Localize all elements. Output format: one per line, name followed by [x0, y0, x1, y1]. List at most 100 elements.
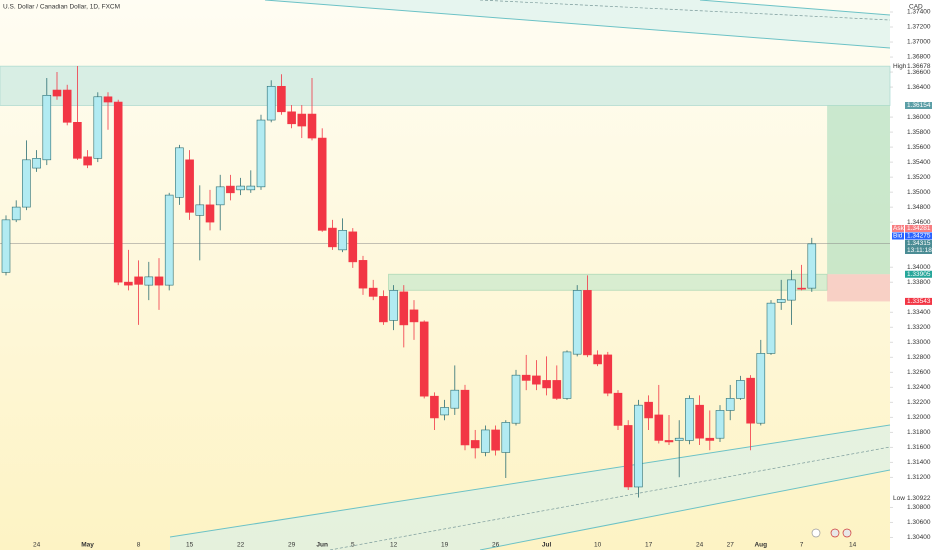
y-tick-label: 1.30600 — [907, 519, 931, 526]
candle-body — [562, 351, 572, 399]
price-label-box — [905, 239, 932, 254]
price-label-box — [905, 232, 932, 240]
candle-body — [634, 404, 643, 488]
y-tick-label: 1.35600 — [907, 144, 931, 151]
y-tick-label: 1.34000 — [907, 264, 931, 271]
upper-channel — [264, 0, 891, 49]
price-label-box — [905, 270, 932, 278]
candle-body — [705, 437, 715, 441]
y-tick-label: 1.33000 — [907, 339, 931, 346]
candle-body — [501, 422, 511, 453]
candle-body — [175, 147, 184, 198]
price-tag: High — [893, 63, 907, 70]
price-label: 1.34315 — [907, 240, 931, 247]
candle-body — [685, 398, 694, 441]
candle-body — [52, 89, 62, 97]
candle-body — [205, 204, 215, 223]
candle-body — [93, 96, 103, 159]
stop-area — [827, 274, 890, 302]
candle-body — [22, 159, 31, 208]
x-tick-label: 24 — [33, 542, 41, 549]
candle-body — [766, 302, 776, 354]
candle-body — [368, 287, 378, 297]
candle-body — [491, 429, 500, 451]
price-label: 1.34281 — [907, 225, 931, 232]
candle-body — [725, 398, 735, 411]
candle-body — [583, 290, 592, 356]
y-tick-label: 1.35200 — [907, 174, 931, 181]
candle-body — [246, 185, 256, 191]
candle-body — [195, 204, 205, 216]
candle-body — [1, 219, 11, 273]
candle-body — [613, 392, 623, 426]
y-tick-label: 1.32400 — [907, 384, 931, 391]
x-tick-label: Jun — [316, 542, 328, 549]
x-tick-label: 12 — [390, 542, 398, 549]
candle-body — [419, 321, 429, 397]
candle-body — [73, 122, 82, 159]
candle-body — [11, 206, 21, 221]
x-tick-label: 27 — [727, 542, 735, 549]
y-tick-label: 1.35400 — [907, 159, 931, 166]
price-tag-box — [892, 224, 904, 232]
y-tick-label: 1.33800 — [907, 279, 931, 286]
y-tick-label: 1.37400 — [907, 9, 931, 16]
price-tag: Low — [893, 495, 905, 502]
candle-body — [787, 279, 796, 301]
candle-body — [358, 260, 368, 289]
x-tick-label: Jul — [542, 542, 552, 549]
bottom-icons[interactable] — [811, 528, 852, 538]
candle-body — [623, 425, 633, 488]
chart-title: U.S. Dollar / Canadian Dollar, 1D, FXCM — [3, 4, 120, 11]
candle-body — [42, 94, 52, 161]
candle-body — [430, 395, 439, 419]
x-tick-label: 29 — [288, 542, 296, 549]
candle-body — [134, 276, 143, 285]
y-tick-label: 1.34800 — [907, 204, 931, 211]
candle-body — [266, 85, 276, 121]
x-tick-label: 8 — [137, 542, 141, 549]
x-tick-label: 17 — [645, 542, 653, 549]
y-tick-label: 1.33200 — [907, 324, 931, 331]
y-tick-label: 1.31200 — [907, 474, 931, 481]
price-label-box — [905, 62, 932, 70]
candle-body — [664, 440, 674, 443]
x-tick-label: 24 — [696, 542, 704, 549]
candle-body — [481, 429, 490, 453]
candle-body — [511, 374, 521, 424]
y-tick-label: 1.37200 — [907, 24, 931, 31]
candle-body — [338, 230, 347, 251]
y-tick-label: 1.33400 — [907, 309, 931, 316]
price-tag: Bid — [893, 233, 903, 240]
candle-body — [654, 414, 664, 441]
candle-body — [32, 158, 41, 169]
candle-body — [399, 291, 409, 326]
candle-body — [603, 354, 613, 394]
candle-body — [460, 389, 470, 446]
candle-body — [83, 156, 92, 166]
x-tick-label: 7 — [800, 542, 804, 549]
price-label: 1.34275 — [907, 233, 931, 240]
supply-zone — [0, 65, 891, 106]
x-tick-label: 22 — [237, 542, 245, 549]
candle-body — [715, 410, 725, 439]
candle-body — [674, 437, 684, 441]
price-label: 1.33543 — [907, 298, 931, 305]
candle-body — [185, 159, 194, 213]
y-tick-label: 1.31600 — [907, 444, 931, 451]
x-tick-label: 15 — [186, 542, 194, 549]
x-tick-label: Aug — [754, 542, 767, 549]
candle-body — [297, 113, 307, 127]
candle-body — [317, 137, 327, 231]
candle-body — [348, 231, 358, 263]
price-label-box — [905, 101, 932, 109]
candle-body — [409, 309, 419, 323]
candle-body — [389, 290, 398, 321]
y-tick-label: 1.36400 — [907, 84, 931, 91]
y-tick-label: 1.30400 — [907, 534, 931, 541]
x-tick-label: 5 — [351, 542, 355, 549]
price-tag: Ask — [893, 225, 905, 232]
x-tick-label: May — [81, 542, 94, 549]
candle-body — [328, 227, 337, 248]
candle-body — [287, 111, 296, 125]
